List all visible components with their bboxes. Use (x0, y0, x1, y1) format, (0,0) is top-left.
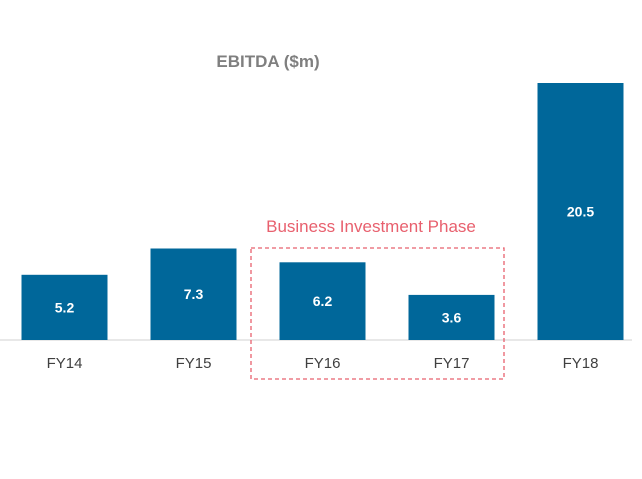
bar-value-label-fy15: 7.3 (184, 286, 204, 302)
investment-phase-label: Business Investment Phase (266, 217, 476, 236)
bar-group (21, 83, 624, 340)
bar-value-label-fy18: 20.5 (567, 204, 594, 220)
bar-value-label-fy17: 3.6 (442, 309, 462, 325)
bar-fy16 (279, 262, 366, 340)
x-tick-label-fy16: FY16 (305, 355, 341, 372)
bar-fy18 (537, 83, 624, 340)
investment-phase-box (250, 247, 505, 380)
x-tick-label-fy15: FY15 (176, 355, 212, 372)
bar-fy17 (408, 294, 495, 340)
chart-title: EBITDA ($m) (216, 52, 319, 71)
bar-fy14 (21, 274, 108, 340)
x-tick-label-fy18: FY18 (563, 355, 599, 372)
x-tick-labels: FY14 FY15 FY16 FY17 FY18 (47, 355, 599, 372)
bar-fy15 (150, 248, 237, 340)
bar-value-label-fy14: 5.2 (55, 299, 75, 315)
x-tick-label-fy17: FY17 (434, 355, 470, 372)
bar-value-label-fy16: 6.2 (313, 293, 333, 309)
bar-value-labels: 5.2 7.3 6.2 3.6 20.5 (55, 204, 595, 326)
x-tick-label-fy14: FY14 (47, 355, 83, 372)
